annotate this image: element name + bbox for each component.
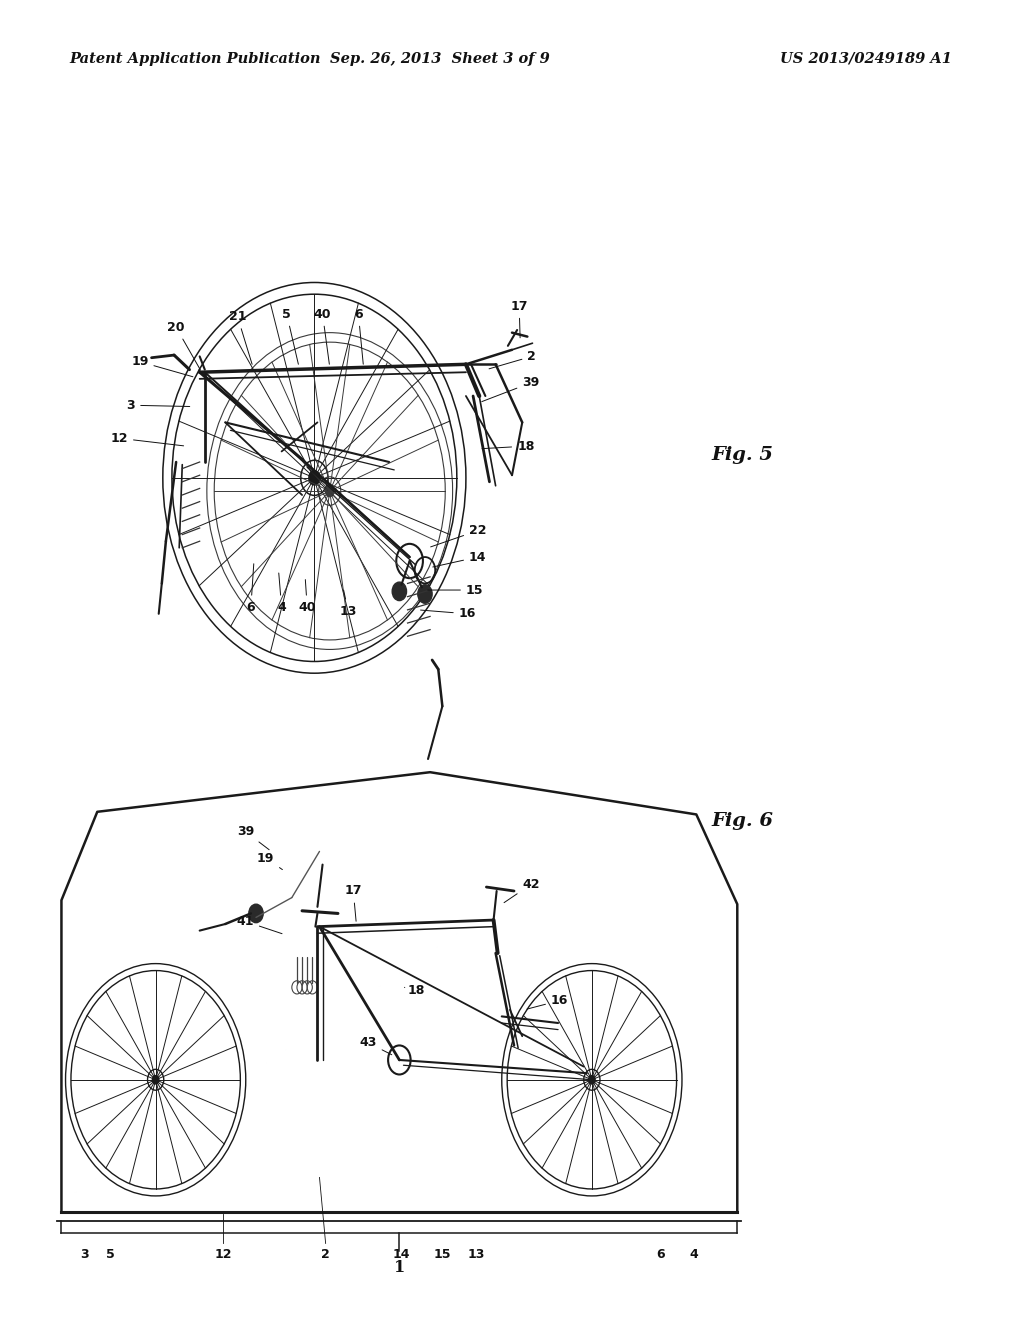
Circle shape	[392, 582, 407, 601]
Text: 21: 21	[228, 310, 252, 364]
Text: 17: 17	[510, 300, 528, 338]
Text: 12: 12	[214, 1247, 232, 1261]
Circle shape	[249, 904, 263, 923]
Text: 19: 19	[257, 851, 283, 870]
Text: 13: 13	[340, 590, 356, 618]
Text: 6: 6	[354, 308, 364, 364]
Text: 20: 20	[167, 321, 201, 370]
Text: Sep. 26, 2013  Sheet 3 of 9: Sep. 26, 2013 Sheet 3 of 9	[331, 51, 550, 66]
Text: 18: 18	[482, 440, 535, 453]
Text: 6: 6	[656, 1247, 665, 1261]
Text: 5: 5	[283, 308, 298, 364]
Text: Fig. 5: Fig. 5	[712, 446, 774, 465]
Circle shape	[326, 486, 334, 496]
Text: 5: 5	[106, 1247, 115, 1261]
Text: US 2013/0249189 A1: US 2013/0249189 A1	[780, 51, 952, 66]
Text: 2: 2	[489, 350, 537, 368]
Text: 3: 3	[81, 1247, 89, 1261]
Text: Fig. 6: Fig. 6	[712, 812, 774, 830]
Circle shape	[589, 1076, 595, 1084]
Text: 40: 40	[298, 579, 316, 614]
Text: 15: 15	[433, 1247, 452, 1261]
Text: 14: 14	[392, 1247, 411, 1261]
Text: 12: 12	[111, 432, 183, 446]
Text: 4: 4	[278, 573, 286, 614]
Text: 1: 1	[394, 1259, 404, 1276]
Text: 16: 16	[527, 994, 568, 1008]
Text: 39: 39	[482, 376, 540, 401]
Text: 6: 6	[247, 564, 255, 614]
Text: 19: 19	[131, 355, 193, 376]
Text: 22: 22	[431, 524, 486, 546]
Text: 17: 17	[344, 884, 362, 921]
Text: 42: 42	[504, 878, 540, 903]
Text: 14: 14	[433, 550, 486, 568]
Text: 41: 41	[237, 915, 282, 933]
Text: 39: 39	[237, 825, 269, 850]
Text: 4: 4	[690, 1247, 698, 1261]
Text: 13: 13	[468, 1247, 484, 1261]
Text: 3: 3	[127, 399, 189, 412]
Text: 40: 40	[313, 308, 332, 364]
Text: 16: 16	[421, 607, 476, 620]
Text: 2: 2	[322, 1247, 330, 1261]
Circle shape	[309, 471, 319, 484]
Text: 18: 18	[404, 983, 425, 997]
Circle shape	[153, 1076, 159, 1084]
Text: 43: 43	[359, 1036, 392, 1055]
Text: 15: 15	[428, 583, 483, 597]
Circle shape	[418, 585, 432, 603]
Text: Patent Application Publication: Patent Application Publication	[70, 51, 322, 66]
